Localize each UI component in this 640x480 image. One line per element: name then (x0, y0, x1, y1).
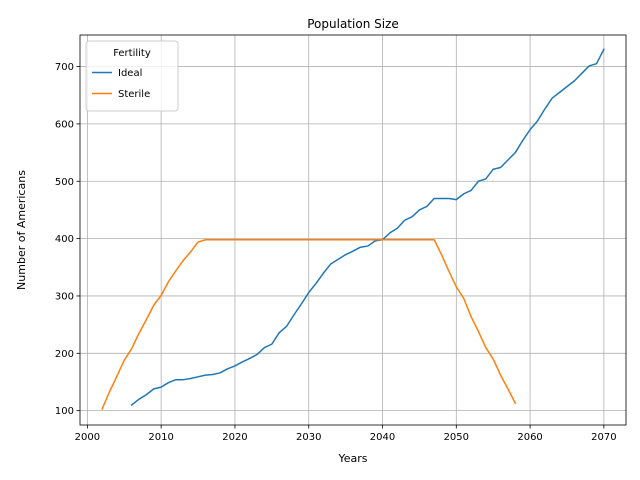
legend-entry-ideal: Ideal (118, 68, 142, 79)
series-line-sterile (101, 239, 517, 410)
x-axis: 2000 2010 2020 2030 2040 2050 2060 2070 (75, 425, 617, 443)
y-axis-label: Number of Americans (15, 170, 28, 290)
legend: Fertility Ideal Sterile (85, 40, 179, 112)
x-tick-label: 2060 (517, 432, 542, 443)
y-axis: 100 200 300 400 500 600 700 (55, 62, 80, 417)
grid (80, 35, 626, 425)
x-tick-label: 2040 (370, 432, 395, 443)
y-tick-label: 700 (55, 62, 74, 73)
legend-title: Fertility (113, 48, 151, 59)
x-tick-label: 2050 (444, 432, 469, 443)
x-tick-label: 2070 (591, 432, 616, 443)
x-tick-label: 2010 (148, 432, 173, 443)
series-layer (101, 48, 605, 410)
y-tick-label: 100 (55, 406, 74, 417)
x-tick-label: 2030 (296, 432, 321, 443)
chart-title: Population Size (307, 17, 399, 31)
y-tick-label: 500 (55, 177, 74, 188)
legend-entry-sterile: Sterile (118, 89, 150, 100)
y-tick-label: 200 (55, 349, 74, 360)
x-tick-label: 2000 (75, 432, 100, 443)
y-tick-label: 400 (55, 234, 74, 245)
plot-frame (79, 34, 627, 426)
x-axis-label: Years (337, 452, 367, 465)
y-tick-label: 600 (55, 119, 74, 130)
y-tick-label: 300 (55, 291, 74, 302)
x-tick-label: 2020 (222, 432, 247, 443)
series-line-ideal (130, 48, 605, 406)
